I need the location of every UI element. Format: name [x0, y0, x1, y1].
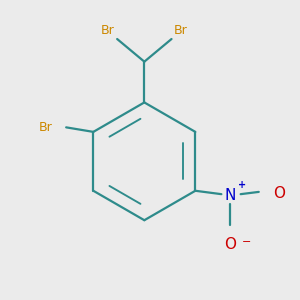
Text: Br: Br — [39, 121, 52, 134]
Text: −: − — [242, 237, 251, 247]
Text: +: + — [238, 180, 246, 190]
Text: Br: Br — [101, 24, 115, 37]
Text: O: O — [274, 185, 286, 200]
Text: Br: Br — [174, 24, 188, 37]
Text: O: O — [224, 237, 236, 252]
Text: N: N — [225, 188, 236, 203]
